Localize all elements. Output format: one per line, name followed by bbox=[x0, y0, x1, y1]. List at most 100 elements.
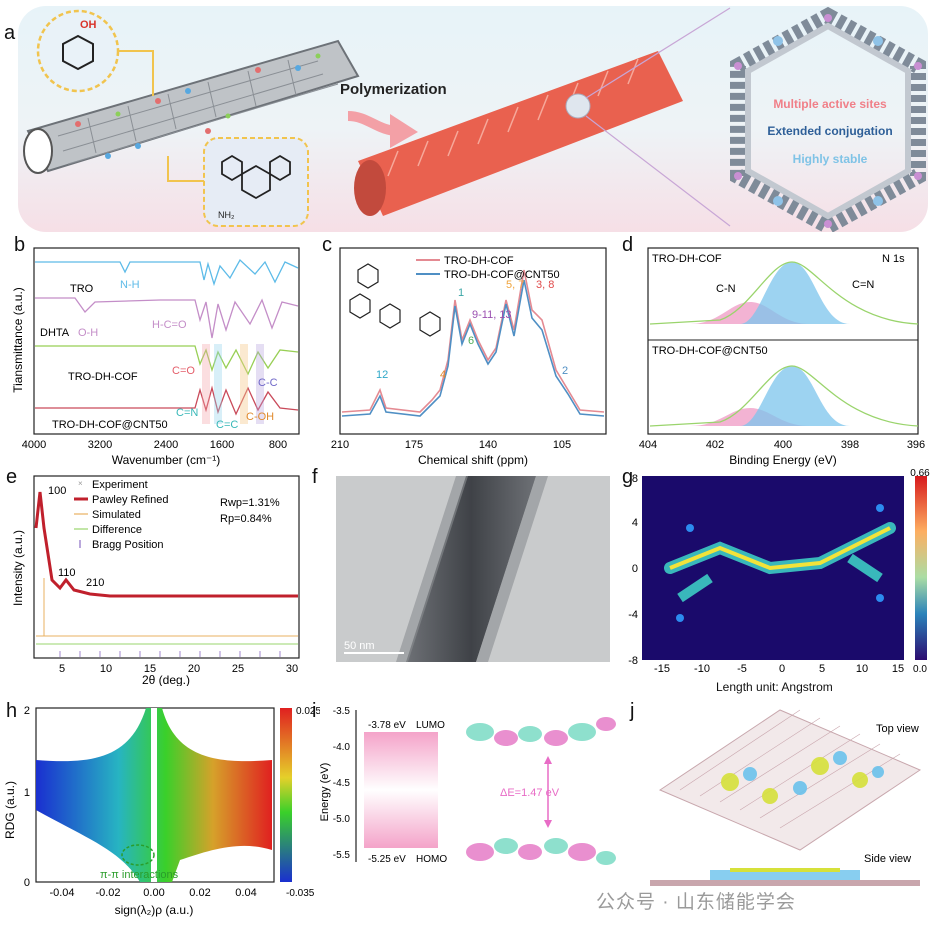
xps-label-c-n-double: C=N bbox=[852, 279, 874, 291]
feature-stable: Highly stable bbox=[793, 152, 868, 166]
elf-xtick: 15 bbox=[892, 663, 904, 675]
nmr-tick: 175 bbox=[405, 439, 423, 451]
tem-scale-bar bbox=[344, 652, 404, 654]
elf-ytick: 0 bbox=[632, 563, 638, 575]
tem-scale-label: 50 nm bbox=[344, 640, 375, 652]
rdg-ytick: 2 bbox=[24, 705, 30, 717]
nmr-peak-label: 9-11, 13 bbox=[472, 309, 512, 321]
ftir-chart: TRO DHTA TRO-DH-COF TRO-DH-COF@CNT50 N-H… bbox=[11, 247, 300, 467]
ftir-tick: 2400 bbox=[154, 439, 178, 451]
homo-label: HOMO bbox=[416, 854, 447, 865]
rdg-xtick: -0.04 bbox=[49, 887, 74, 899]
ftir-tick: 800 bbox=[269, 439, 287, 451]
ftir-tick: 3200 bbox=[88, 439, 112, 451]
lumo-orbital-icon bbox=[466, 717, 616, 746]
pxrd-rp: Rp=0.84% bbox=[220, 513, 272, 525]
pxrd-tick: 20 bbox=[188, 663, 200, 675]
nmr-peak-label: 12 bbox=[376, 369, 388, 381]
panel-label-h: h bbox=[6, 700, 18, 722]
energy-ylabel: Energy (eV) bbox=[320, 763, 331, 822]
ann-nh: N-H bbox=[120, 279, 140, 291]
rdg-ytick: 0 bbox=[24, 877, 30, 889]
cof-pore-hexagon-icon bbox=[730, 6, 926, 236]
pxrd-peak-110: 110 bbox=[58, 567, 76, 579]
nmr-peak-label: 2 bbox=[562, 365, 568, 377]
ftir-label-composite: TRO-DH-COF@CNT50 bbox=[52, 419, 168, 431]
elf-map: 0.66 0.0 8 4 0 -4 -8 -15 -10 -5 0 5 10 1… bbox=[628, 468, 930, 675]
rdg-xtick: 0.04 bbox=[235, 887, 256, 899]
panel-label-b: b bbox=[14, 234, 26, 256]
rdg-xtick: -0.02 bbox=[95, 887, 120, 899]
rdg-cbar-min: -0.035 bbox=[286, 888, 315, 899]
nmr-tick: 105 bbox=[553, 439, 571, 451]
band-gap-label: ΔE=1.47 eV bbox=[500, 787, 560, 799]
xps-xlabel: Binding Energy (eV) bbox=[729, 453, 836, 467]
nmr-legend-cof: TRO-DH-COF bbox=[444, 255, 514, 267]
graphene-sheet-icon bbox=[658, 709, 922, 851]
xps-tick: 398 bbox=[841, 439, 859, 451]
xps-bottom-title: TRO-DH-COF@CNT50 bbox=[652, 345, 768, 357]
oh-label: OH bbox=[80, 19, 97, 31]
side-view-label: Side view bbox=[864, 853, 911, 865]
elf-xtick: -5 bbox=[737, 663, 747, 675]
elf-ytick: 4 bbox=[632, 517, 638, 529]
cof-fragment-structure-icon bbox=[349, 263, 441, 337]
ftir-tick: 1600 bbox=[210, 439, 234, 451]
lumo-value: -3.78 eV bbox=[368, 720, 406, 731]
panel-label-e: e bbox=[6, 466, 18, 488]
homo-value: -5.25 eV bbox=[368, 854, 406, 865]
ftir-label-tro: TRO bbox=[70, 283, 94, 295]
pxrd-xlabel: 2θ (deg.) bbox=[142, 673, 190, 686]
watermark-text: 公众号 · 山东储能学会 bbox=[596, 892, 796, 913]
ftir-ylabel: Tiansmittance (a.u.) bbox=[11, 287, 25, 393]
elf-xtick: 0 bbox=[779, 663, 785, 675]
scheme-illustration: OH NH₂ Polymerization bbox=[23, 6, 926, 236]
cof-coated-nanotube-icon bbox=[354, 51, 683, 216]
pxrd-ylabel: Intensity (a.u.) bbox=[11, 530, 25, 606]
pxrd-peak-100: 100 bbox=[48, 485, 66, 497]
pxrd-legend-bragg: Bragg Position bbox=[92, 539, 164, 551]
xps-tick: 396 bbox=[907, 439, 925, 451]
rdg-chart: π-π interactions 0.025 -0.035 2 1 0 -0.0… bbox=[3, 705, 320, 917]
nmr-chart: TRO-DH-COF TRO-DH-COF@CNT50 12 4 1 6 9-1… bbox=[331, 247, 607, 467]
elf-xtick: -15 bbox=[654, 663, 670, 675]
xps-top-title: TRO-DH-COF bbox=[652, 253, 722, 265]
ann-oh: O-H bbox=[78, 327, 98, 339]
elf-xtick: 5 bbox=[819, 663, 825, 675]
elf-ytick: -8 bbox=[628, 655, 638, 667]
xps-chart: TRO-DH-COF N 1s TRO-DH-COF@CNT50 C-N C=N… bbox=[639, 247, 925, 467]
panel-label-a: a bbox=[4, 22, 16, 44]
nmr-peak-label: 4 bbox=[440, 369, 446, 381]
lumo-label: LUMO bbox=[416, 720, 445, 731]
ann-hco: H-C=O bbox=[152, 319, 187, 331]
pxrd-tick: 10 bbox=[100, 663, 112, 675]
elf-xlabel: Length unit: Angstrom bbox=[716, 680, 833, 694]
energy-ytick: -3.5 bbox=[333, 706, 351, 717]
xps-label-cn: C-N bbox=[716, 283, 736, 295]
ftir-cof-line bbox=[35, 345, 299, 376]
elf-ytick: -4 bbox=[628, 609, 638, 621]
elf-xtick: 10 bbox=[856, 663, 868, 675]
xps-tick: 400 bbox=[774, 439, 792, 451]
rdg-ylabel: RDG (a.u.) bbox=[3, 781, 17, 839]
ann-co: C=O bbox=[172, 365, 195, 377]
side-view-sheet bbox=[650, 880, 920, 886]
ftir-dhta-line bbox=[35, 297, 299, 339]
ann-cc: C=C bbox=[216, 419, 238, 431]
homo-orbital-icon bbox=[466, 838, 616, 865]
nmr-xlabel: Chemical shift (ppm) bbox=[418, 453, 528, 467]
pxrd-tick: 25 bbox=[232, 663, 244, 675]
xps-corner-label: N 1s bbox=[882, 253, 905, 265]
energy-ytick: -5.0 bbox=[333, 814, 351, 825]
ftir-tro-line bbox=[35, 258, 299, 287]
feature-conjugation: Extended conjugation bbox=[767, 124, 892, 138]
synthesis-scheme-panel: OH NH₂ Polymerization bbox=[18, 6, 928, 236]
ftir-label-cof: TRO-DH-COF bbox=[68, 371, 138, 383]
ann-c-c: C-C bbox=[258, 377, 278, 389]
rdg-ytick: 1 bbox=[24, 787, 30, 799]
tem-image: 50 nm bbox=[336, 476, 610, 662]
ftir-tick: 4000 bbox=[22, 439, 46, 451]
xps-tick: 402 bbox=[706, 439, 724, 451]
rdg-xtick: 0.00 bbox=[143, 887, 164, 899]
ftir-composite-line bbox=[35, 385, 299, 416]
